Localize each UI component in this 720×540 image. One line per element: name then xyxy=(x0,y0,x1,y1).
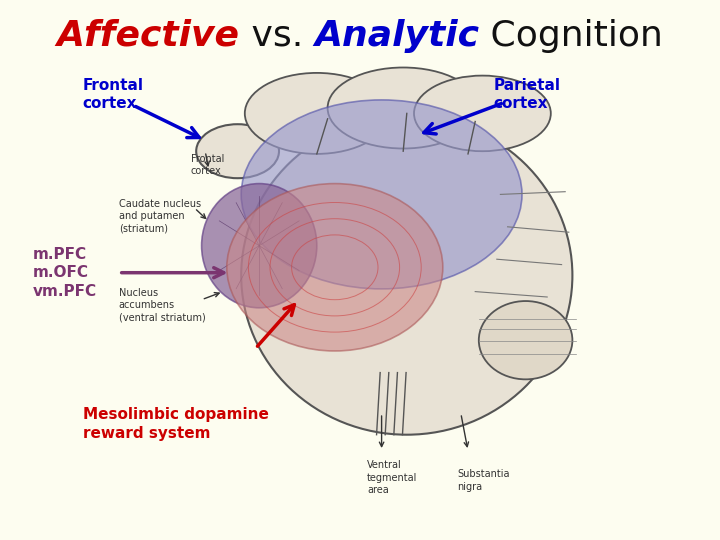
Text: Affective: Affective xyxy=(57,19,240,53)
Ellipse shape xyxy=(196,124,279,178)
Text: Mesolimbic dopamine
reward system: Mesolimbic dopamine reward system xyxy=(83,407,269,441)
Text: m.PFC
m.OFC
vm.PFC: m.PFC m.OFC vm.PFC xyxy=(32,247,96,299)
Text: vs.: vs. xyxy=(240,19,315,53)
Ellipse shape xyxy=(479,301,572,379)
Ellipse shape xyxy=(245,73,389,154)
Text: Frontal
cortex: Frontal cortex xyxy=(83,78,144,111)
Ellipse shape xyxy=(241,100,522,289)
Text: Ventral
tegmental
area: Ventral tegmental area xyxy=(367,461,418,495)
Text: Caudate nucleus
and putamen
(striatum): Caudate nucleus and putamen (striatum) xyxy=(119,199,201,233)
Ellipse shape xyxy=(328,68,479,148)
Text: Cognition: Cognition xyxy=(480,19,663,53)
Ellipse shape xyxy=(227,184,443,351)
Text: Frontal
cortex: Frontal cortex xyxy=(191,153,224,176)
Text: Analytic: Analytic xyxy=(315,19,480,53)
Ellipse shape xyxy=(202,184,317,308)
Ellipse shape xyxy=(414,76,551,151)
Text: Parietal
cortex: Parietal cortex xyxy=(493,78,560,111)
Ellipse shape xyxy=(241,116,572,435)
Text: Nucleus
accumbens
(ventral striatum): Nucleus accumbens (ventral striatum) xyxy=(119,288,205,322)
Text: Substantia
nigra: Substantia nigra xyxy=(457,469,510,492)
